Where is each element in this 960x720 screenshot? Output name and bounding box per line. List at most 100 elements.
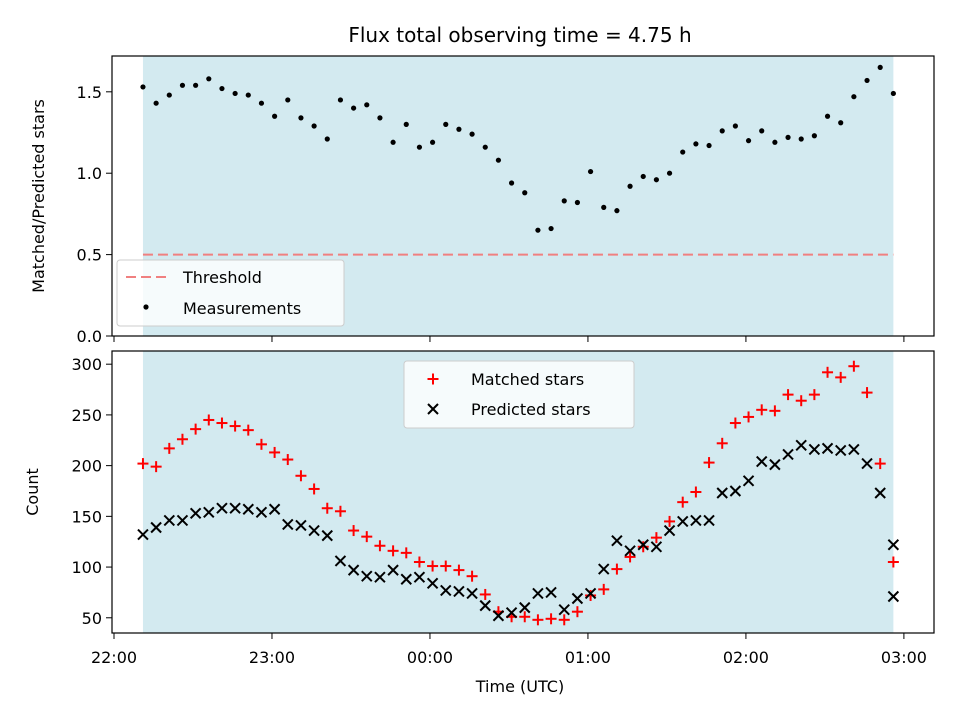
data-point xyxy=(890,90,896,97)
y-tick-label: 1.5 xyxy=(77,83,102,102)
data-point xyxy=(390,139,396,145)
data-point xyxy=(861,387,873,399)
data-point xyxy=(624,551,636,563)
data-point xyxy=(585,589,597,601)
data-point xyxy=(782,448,794,461)
data-point xyxy=(150,521,162,534)
y-tick-label: 0.0 xyxy=(77,327,102,346)
data-point xyxy=(732,123,738,129)
data-point xyxy=(571,606,583,618)
data-point xyxy=(835,444,847,457)
data-point xyxy=(203,414,215,426)
data-point xyxy=(808,443,821,456)
data-point xyxy=(522,190,528,196)
data-point xyxy=(624,545,636,557)
top-x-ticks xyxy=(113,336,905,342)
data-point xyxy=(614,208,620,214)
data-point xyxy=(519,611,531,623)
data-point xyxy=(508,180,515,186)
data-point xyxy=(838,120,844,126)
data-point xyxy=(153,100,159,106)
data-point xyxy=(808,389,820,401)
data-point xyxy=(756,404,768,416)
data-point xyxy=(189,507,202,520)
data-point xyxy=(835,371,847,383)
data-point xyxy=(887,539,900,551)
data-point xyxy=(479,599,491,612)
data-point xyxy=(229,502,241,514)
y-tick-label: 200 xyxy=(71,457,102,476)
data-point xyxy=(190,423,202,435)
data-point xyxy=(874,458,886,470)
data-point xyxy=(532,587,544,600)
data-point xyxy=(887,590,900,603)
y-tick-label: 1.0 xyxy=(77,164,102,183)
data-point xyxy=(664,515,676,527)
legend-measurements-swatch xyxy=(143,304,149,310)
y-tick-label: 150 xyxy=(71,507,102,526)
data-point xyxy=(811,133,817,139)
data-point xyxy=(348,525,360,537)
data-point xyxy=(611,563,623,575)
data-point xyxy=(584,587,597,600)
data-point xyxy=(611,534,623,547)
data-point xyxy=(166,92,172,98)
legend-measurements-label: Measurements xyxy=(183,299,301,318)
data-point xyxy=(361,531,373,543)
data-point xyxy=(821,442,834,455)
data-point xyxy=(824,113,831,119)
data-point xyxy=(719,128,725,134)
data-point xyxy=(364,102,370,108)
data-point xyxy=(269,446,281,458)
data-point xyxy=(798,136,804,142)
x-tick-label: 03:00 xyxy=(881,648,927,667)
data-point xyxy=(416,144,423,150)
data-point xyxy=(637,541,649,553)
data-point xyxy=(492,610,505,622)
data-point xyxy=(703,457,715,469)
data-point xyxy=(877,64,883,70)
data-point xyxy=(321,529,333,542)
data-point xyxy=(334,505,346,517)
data-point xyxy=(282,518,294,531)
data-point xyxy=(400,547,412,559)
data-point xyxy=(874,487,886,499)
data-point xyxy=(822,366,834,378)
data-point xyxy=(351,105,357,111)
data-point xyxy=(179,82,186,88)
data-point xyxy=(742,475,755,487)
data-point xyxy=(650,532,662,544)
data-point xyxy=(558,603,570,616)
x-tick-label: 02:00 xyxy=(723,648,769,667)
data-point xyxy=(337,97,344,103)
data-point xyxy=(680,149,686,155)
data-point xyxy=(505,607,518,619)
data-point xyxy=(466,587,478,600)
data-point xyxy=(864,77,870,84)
data-point xyxy=(295,470,307,482)
data-point xyxy=(400,573,412,585)
data-point xyxy=(427,373,439,385)
data-point xyxy=(137,528,149,541)
data-point xyxy=(311,123,317,129)
data-point xyxy=(690,514,702,527)
x-axis-title: Time (UTC) xyxy=(475,677,564,696)
data-point xyxy=(482,144,488,150)
data-point xyxy=(377,115,383,121)
data-point xyxy=(387,564,399,576)
data-point xyxy=(772,139,778,145)
bottom-panel: 50 100 150 200 250 300 22:00 23:00 00:00 01:00 02… xyxy=(23,350,935,696)
data-point xyxy=(571,592,584,605)
data-point xyxy=(532,614,544,626)
data-point xyxy=(413,571,426,583)
data-point xyxy=(677,515,689,528)
legend-predicted-label: Predicted stars xyxy=(471,400,591,419)
bottom-legend: Matched stars Predicted stars xyxy=(403,360,635,429)
data-point xyxy=(690,486,702,498)
data-point xyxy=(285,97,291,103)
data-point xyxy=(548,225,554,232)
data-point xyxy=(321,502,333,514)
data-point xyxy=(150,461,162,473)
data-point xyxy=(637,539,649,551)
